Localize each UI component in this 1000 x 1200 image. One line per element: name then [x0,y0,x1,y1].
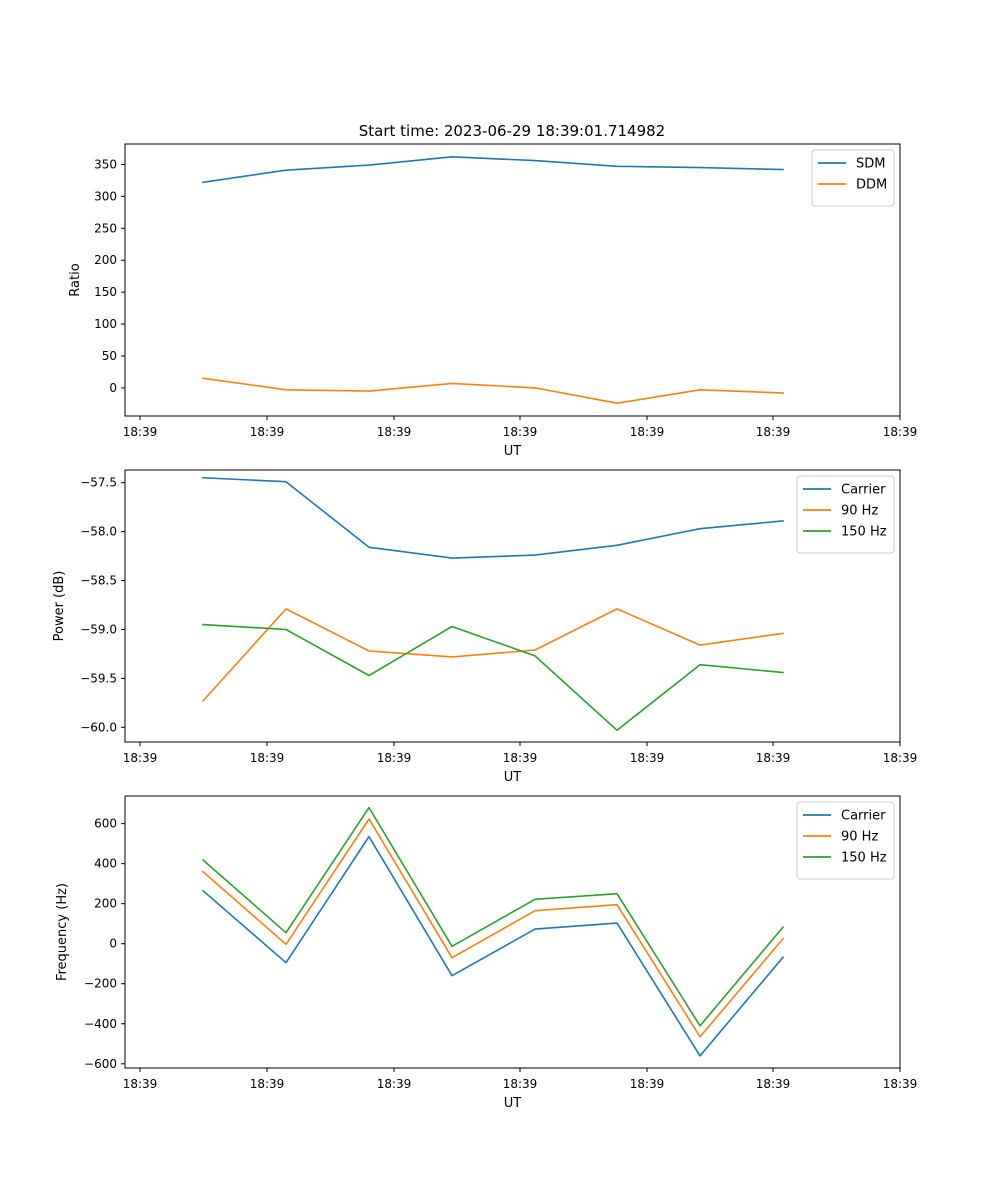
chart-panel-2: 18:39 18:39 18:39 18:39 18:39 18:39 18:39 −60.0… [52,469,918,785]
x-tick-label: 18:39 [883,751,918,765]
series-line-ddm [202,377,784,405]
legend-label: 150 Hz [841,851,887,866]
axes-frame [124,795,901,1069]
y-tick-label: 100 [94,317,117,331]
axes-frame [124,143,901,417]
x-tick-label: 18:39 [250,751,285,765]
y-tick-label: −57.5 [80,476,117,490]
y-tick-label: 300 [94,189,117,203]
y-tick-label: 0 [109,937,117,951]
y-tick-label: −60.0 [80,720,117,734]
x-tick-label: 18:39 [883,425,918,439]
chart-panel-3: 18:39 18:39 18:39 18:39 18:39 18:39 18:39 −600 −… [55,795,918,1111]
y-tick-label: −58.0 [80,525,117,539]
y-tick-label: 350 [94,157,117,171]
y-tick-label: −200 [84,977,117,991]
y-tick-label: −400 [84,1017,117,1031]
x-tick-label: 18:39 [756,425,791,439]
x-tick-label: 18:39 [250,1077,285,1091]
legend: SDM DDM [811,149,895,207]
legend-box [796,801,895,880]
y-tick-label: 400 [94,857,117,871]
x-tick-label: 18:39 [123,751,158,765]
x-tick-label: 18:39 [123,425,158,439]
x-tick-label: 18:39 [377,1077,412,1091]
y-tick-label: 150 [94,285,117,299]
x-axis-label: UT [504,1096,522,1111]
series-line-90-hz [201,818,785,1038]
legend-label: 90 Hz [841,830,878,845]
chart-panel-1: 18:39 18:39 18:39 18:39 18:39 18:39 18:39 0 50 10… [68,143,918,459]
legend-label: Carrier [841,809,886,824]
x-tick-label: 18:39 [503,751,538,765]
y-tick-label: −59.0 [80,622,117,636]
legend-label: 90 Hz [841,504,878,519]
y-tick-label: 50 [102,349,117,363]
series-line-150-hz [202,623,784,732]
series-line-sdm [202,156,784,184]
x-tick-label: 18:39 [503,425,538,439]
legend-label: 150 Hz [841,525,887,540]
series-line-carrier [202,476,784,559]
y-tick-label: −59.5 [80,671,117,685]
y-tick-label: 200 [94,897,117,911]
legend-box [796,475,895,554]
series-line-90-hz [201,608,784,703]
series-line-carrier [201,835,785,1057]
x-tick-label: 18:39 [503,1077,538,1091]
y-tick-label: −58.5 [80,574,117,588]
x-tick-label: 18:39 [756,751,791,765]
y-axis-label: Ratio [68,263,83,296]
x-tick-label: 18:39 [377,751,412,765]
x-tick-label: 18:39 [756,1077,791,1091]
x-tick-label: 18:39 [630,1077,665,1091]
x-tick-label: 18:39 [883,1077,918,1091]
y-tick-label: 600 [94,817,117,831]
x-tick-label: 18:39 [630,751,665,765]
y-axis-label: Frequency (Hz) [55,883,70,981]
x-axis-label: UT [504,770,522,785]
legend-label: SDM [856,157,885,172]
chart-panels: 18:39 18:39 18:39 18:39 18:39 18:39 18:39 0 50 10… [52,143,918,1111]
x-axis-label: UT [504,444,522,459]
legend: Carrier 90 Hz 150 Hz [796,801,895,880]
y-tick-label: 250 [94,221,117,235]
series-line-150-hz [201,806,785,1027]
y-tick-label: −600 [84,1057,117,1071]
legend-label: Carrier [841,483,886,498]
x-tick-label: 18:39 [630,425,665,439]
legend: Carrier 90 Hz 150 Hz [796,475,895,554]
axes-frame [124,469,901,743]
figure-title: Start time: 2023-06-29 18:39:01.714982 [359,122,665,140]
y-tick-label: 0 [109,381,117,395]
y-axis-label: Power (dB) [52,571,67,642]
x-tick-label: 18:39 [250,425,285,439]
x-tick-label: 18:39 [377,425,412,439]
x-tick-label: 18:39 [123,1077,158,1091]
legend-box [811,149,895,207]
legend-label: DDM [856,178,887,193]
y-tick-label: 200 [94,253,117,267]
